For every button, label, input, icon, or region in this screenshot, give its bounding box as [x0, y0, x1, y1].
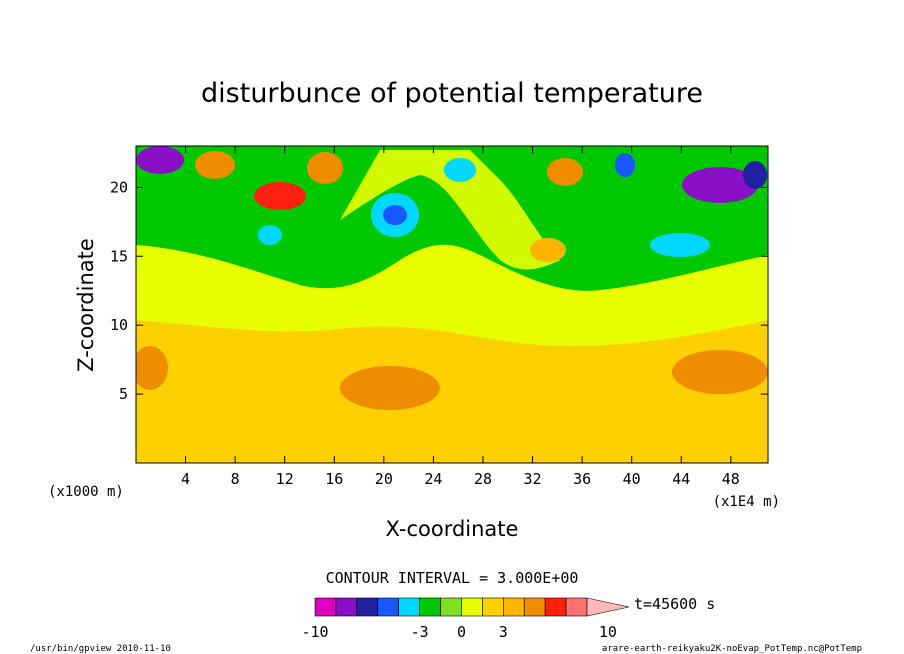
x-tick-label: 12	[276, 470, 294, 488]
colorbar: -10 -3 0 3 10	[301, 597, 630, 641]
y-tick-label: 15	[110, 247, 128, 265]
blob	[136, 146, 184, 174]
colorbar-cell	[419, 597, 441, 617]
colorbar-label: 0	[457, 623, 466, 641]
contour-field	[136, 146, 768, 463]
colorbar-cell	[482, 597, 504, 617]
colorbar-label: 3	[499, 623, 508, 641]
y-axis-label: Z-coordinate	[74, 238, 98, 372]
x-tick-label: 4	[181, 470, 190, 488]
blob	[444, 158, 476, 182]
x-tick-label: 8	[231, 470, 240, 488]
x-axis-label: X-coordinate	[386, 517, 519, 541]
plot-frame	[135, 145, 769, 464]
blob	[307, 152, 343, 184]
colorbar-cell	[544, 597, 567, 617]
footer-left: /usr/bin/gpview 2010-11-10	[30, 644, 171, 654]
colorbar-cell	[565, 597, 588, 617]
blob	[650, 233, 710, 257]
blob	[547, 158, 583, 186]
layer-green-yellow	[340, 150, 560, 270]
x-unit-right: (x1E4 m)	[713, 494, 780, 510]
layer-upper-green	[136, 146, 768, 291]
colorbar-label: -10	[301, 623, 328, 641]
colorbar-label: 10	[599, 623, 617, 641]
colorbar-cell	[398, 597, 420, 617]
colorbar-arrow	[586, 597, 630, 617]
colorbar-cell	[314, 597, 337, 617]
blob	[195, 151, 235, 179]
y-tick-label: 5	[119, 385, 128, 403]
colorbar-cell	[461, 597, 483, 617]
warm-band	[136, 340, 768, 437]
blob	[615, 153, 635, 177]
x-tick-label: 28	[474, 470, 492, 488]
x-tick-label: 20	[375, 470, 393, 488]
y-tick-label: 10	[110, 316, 128, 334]
colorbar-cell	[523, 597, 546, 617]
warm-core-right	[672, 350, 768, 394]
x-tick-label: 40	[623, 470, 641, 488]
x-tick-label: 48	[722, 470, 740, 488]
x-tick-label: 44	[672, 470, 690, 488]
colorbar-cell	[356, 597, 379, 617]
blob	[682, 167, 758, 203]
blob	[254, 182, 306, 210]
contour-interval: CONTOUR INTERVAL = 3.000E+00	[326, 569, 579, 587]
blob	[530, 238, 566, 262]
warm-edge-left	[136, 346, 168, 390]
x-tick-label: 24	[424, 470, 442, 488]
y-axis: 5 10 15 20	[110, 178, 768, 403]
colorbar-cell	[335, 597, 358, 617]
x-unit-left: (x1000 m)	[48, 484, 124, 500]
blob	[743, 161, 767, 189]
blob	[258, 225, 282, 245]
time-label: t=45600 s	[634, 595, 715, 613]
blob	[383, 205, 407, 225]
colorbar-cell	[440, 597, 462, 617]
x-tick-label: 32	[524, 470, 542, 488]
colorbar-label: -3	[411, 623, 429, 641]
y-tick-label: 20	[110, 178, 128, 196]
colorbar-cell	[377, 597, 399, 617]
footer-right: arare-earth-reikyaku2K-noEvap_PotTemp.nc…	[602, 644, 862, 654]
x-axis: 4 8 12 16 20 24 28 32 36 40 44 48	[181, 146, 740, 488]
colorbar-cell	[503, 597, 525, 617]
x-tick-label: 36	[573, 470, 591, 488]
warm-core-left	[340, 366, 440, 410]
chart-title: disturbunce of potential temperature	[201, 78, 703, 109]
x-tick-label: 16	[325, 470, 343, 488]
